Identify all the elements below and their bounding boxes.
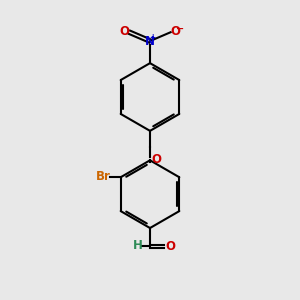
- Text: Br: Br: [96, 170, 110, 183]
- Text: N: N: [145, 34, 155, 48]
- Text: O: O: [165, 240, 175, 253]
- Text: O: O: [170, 25, 180, 38]
- Text: O: O: [152, 153, 161, 166]
- Text: H: H: [132, 239, 142, 252]
- Text: +: +: [149, 33, 155, 42]
- Text: O: O: [120, 25, 130, 38]
- Text: −: −: [176, 24, 184, 34]
